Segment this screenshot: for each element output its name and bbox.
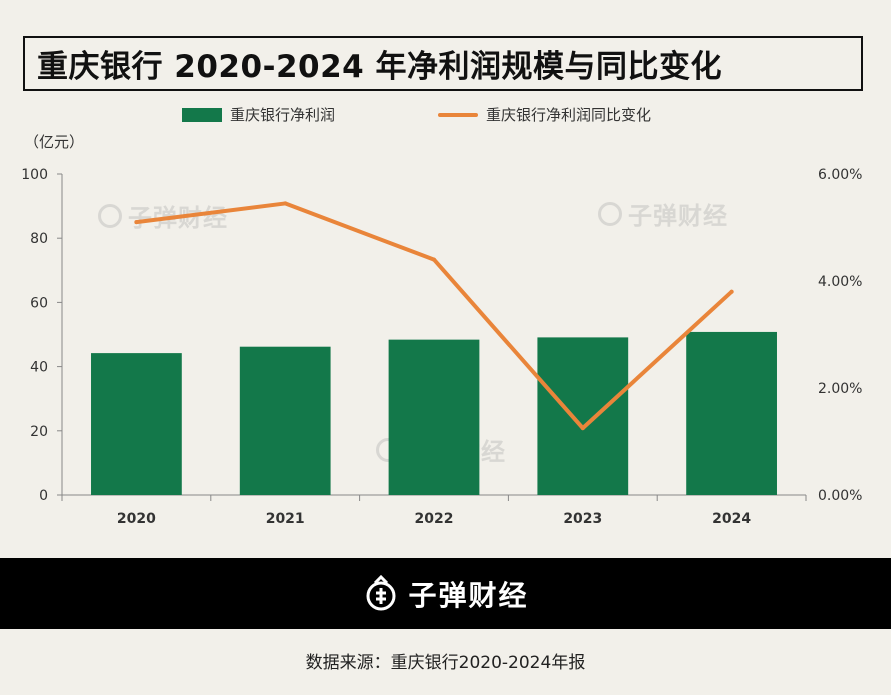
- legend-item-line: 重庆银行净利润同比变化: [438, 104, 651, 125]
- footer-brand: 子弹财经: [362, 574, 528, 614]
- labels-group: 0 20 40 60 80 100 0.00% 2.00% 4.00% 6.00% 2020 2021…: [21, 167, 862, 527]
- x-tick-label: 2023: [563, 511, 602, 527]
- x-tick-label: 2024: [712, 511, 751, 527]
- y-right-tick-label: 4.00%: [818, 274, 862, 290]
- brand-logo-icon: [366, 574, 396, 610]
- y-right-tick-label: 6.00%: [818, 167, 862, 183]
- line-point: [283, 201, 288, 206]
- x-tick-label: 2020: [117, 511, 156, 527]
- bar: [388, 339, 480, 495]
- bar: [91, 353, 182, 495]
- bars-group: [91, 331, 777, 495]
- y-axis-unit-label: （亿元）: [24, 133, 85, 151]
- data-source-note: 数据来源：重庆银行2020-2024年报: [305, 653, 586, 673]
- x-tick-label: 2021: [266, 511, 305, 527]
- y-left-tick-label: 80: [30, 231, 48, 247]
- legend-bar-label: 重庆银行净利润: [230, 106, 336, 124]
- footer-band: 子弹财经: [0, 558, 891, 629]
- bar: [239, 346, 331, 495]
- legend-line-swatch: [438, 112, 478, 117]
- legend-item-bar: 重庆银行净利润: [182, 104, 335, 125]
- line-point: [729, 289, 734, 294]
- y-left-tick-label: 40: [30, 360, 48, 376]
- chart-canvas: 0 20 40 60 80 100 0.00% 2.00% 4.00% 6.00% 2020 2021…: [21, 167, 862, 527]
- y-left-tick-label: 0: [39, 488, 48, 504]
- chart-title: 重庆银行 2020-2024 年净利润规模与同比变化: [23, 36, 863, 91]
- y-right-tick-label: 2.00%: [818, 381, 862, 397]
- line-point: [134, 220, 139, 225]
- legend-bar-swatch: [182, 107, 222, 122]
- y-left-tick-label: 100: [21, 167, 48, 183]
- y-left-tick-label: 20: [30, 424, 48, 440]
- y-left-tick-label: 60: [30, 295, 48, 311]
- legend-line-label: 重庆银行净利润同比变化: [486, 106, 652, 124]
- watermark-logo-icon: [98, 203, 122, 228]
- watermark: 子弹财经: [598, 196, 728, 231]
- watermark: 子弹财经: [98, 198, 228, 233]
- footer-brand-text: 子弹财经: [408, 578, 529, 612]
- legend: 重庆银行净利润 重庆银行净利润同比变化: [0, 104, 891, 128]
- bar: [537, 337, 629, 495]
- watermark-text: 子弹财经: [628, 202, 728, 230]
- y-right-tick-label: 0.00%: [818, 488, 862, 504]
- line-point: [432, 257, 436, 262]
- x-tick-label: 2022: [415, 511, 454, 527]
- watermark-logo-icon: [598, 201, 622, 226]
- line-point: [580, 426, 585, 431]
- line-group: [134, 201, 734, 431]
- bar: [686, 331, 777, 495]
